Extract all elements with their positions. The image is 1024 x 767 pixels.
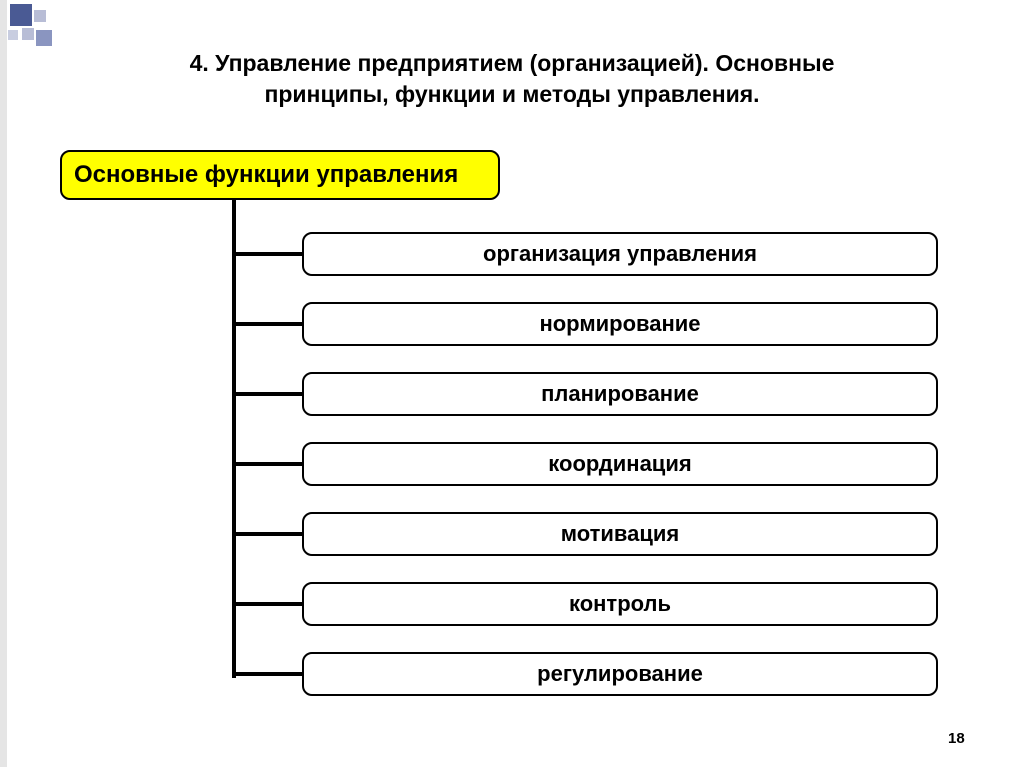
child-box: мотивация	[302, 512, 938, 556]
child-box: планирование	[302, 372, 938, 416]
child-label: мотивация	[561, 521, 680, 547]
connector-branch	[232, 252, 302, 256]
child-label: регулирование	[537, 661, 703, 687]
connector-branch	[232, 462, 302, 466]
diagram-root-box: Основные функции управления	[60, 150, 500, 200]
page-number: 18	[948, 730, 965, 747]
child-box: нормирование	[302, 302, 938, 346]
child-label: нормирование	[539, 311, 700, 337]
root-label: Основные функции управления	[74, 161, 458, 189]
decoration-square	[10, 4, 32, 26]
child-box: организация управления	[302, 232, 938, 276]
child-box: контроль	[302, 582, 938, 626]
side-shadow	[0, 0, 7, 767]
child-label: планирование	[541, 381, 699, 407]
decoration-square	[34, 10, 46, 22]
child-label: координация	[548, 451, 691, 477]
connector-branch	[232, 672, 302, 676]
title-line-1: 4. Управление предприятием (организацией…	[0, 48, 1024, 79]
child-label: организация управления	[483, 241, 757, 267]
connector-trunk	[232, 200, 236, 678]
title-line-2: принципы, функции и методы управления.	[0, 79, 1024, 110]
child-label: контроль	[569, 591, 671, 617]
child-box: координация	[302, 442, 938, 486]
child-box: регулирование	[302, 652, 938, 696]
decoration-square	[22, 28, 34, 40]
slide-title: 4. Управление предприятием (организацией…	[0, 48, 1024, 110]
connector-branch	[232, 322, 302, 326]
connector-branch	[232, 392, 302, 396]
decoration-square	[8, 30, 18, 40]
connector-branch	[232, 532, 302, 536]
decoration-square	[36, 30, 52, 46]
connector-branch	[232, 602, 302, 606]
corner-decoration	[0, 0, 60, 55]
